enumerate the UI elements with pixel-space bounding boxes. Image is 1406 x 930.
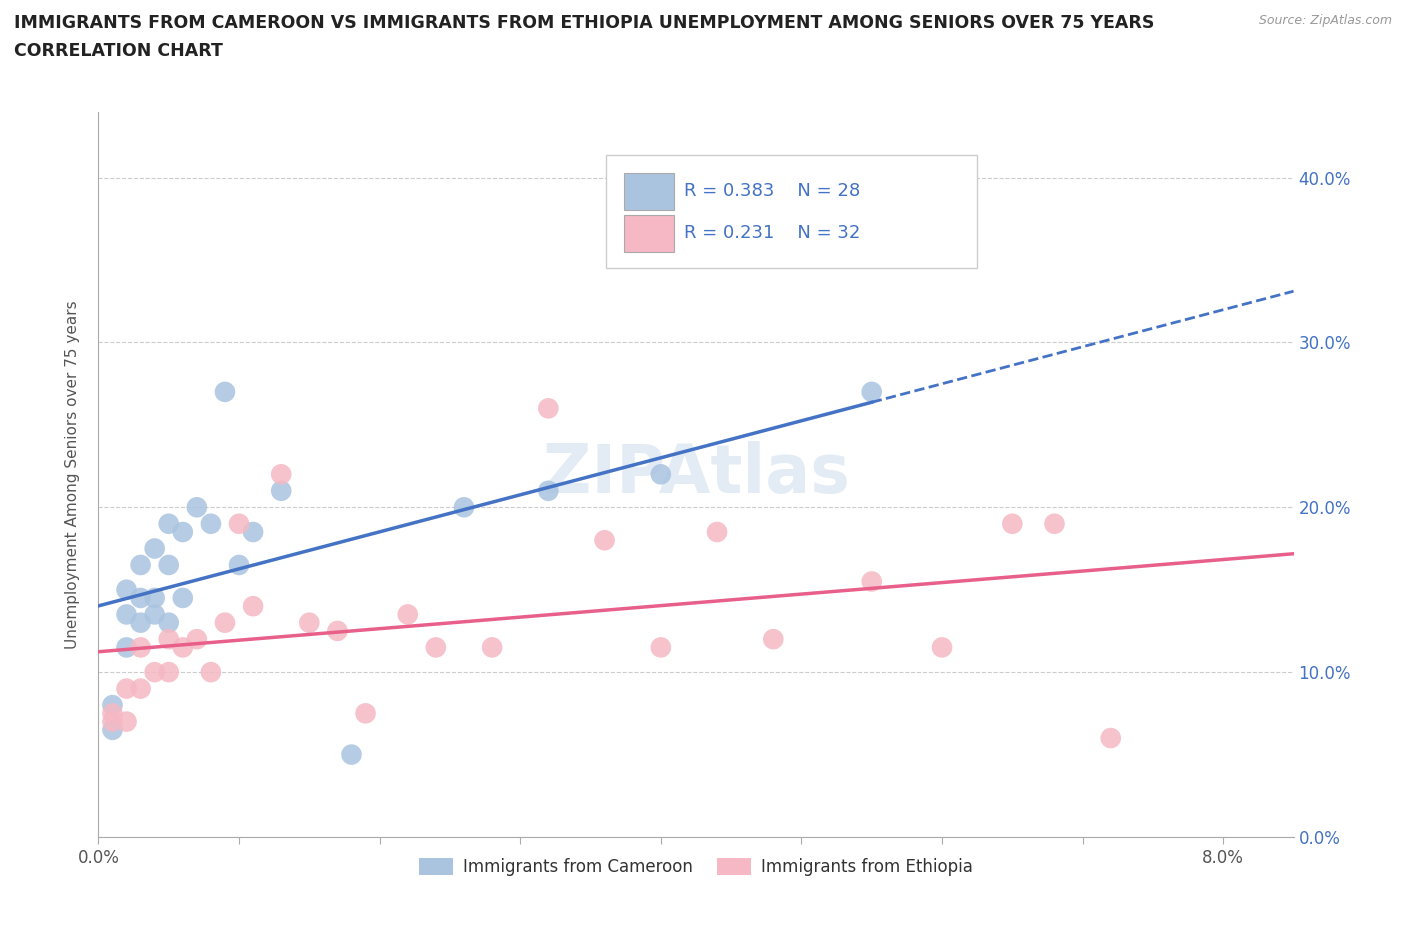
Point	[214, 384, 236, 399]
Point	[326, 623, 349, 638]
Point	[1001, 516, 1024, 531]
Legend: Immigrants from Cameroon, Immigrants from Ethiopia: Immigrants from Cameroon, Immigrants fro…	[412, 852, 980, 883]
Point	[481, 640, 503, 655]
Text: IMMIGRANTS FROM CAMEROON VS IMMIGRANTS FROM ETHIOPIA UNEMPLOYMENT AMONG SENIORS : IMMIGRANTS FROM CAMEROON VS IMMIGRANTS F…	[14, 14, 1154, 32]
Point	[186, 499, 208, 514]
Point	[157, 631, 180, 646]
Point	[706, 525, 728, 539]
Point	[143, 665, 166, 680]
Point	[172, 591, 194, 605]
Point	[172, 525, 194, 539]
Text: R = 0.383    N = 28: R = 0.383 N = 28	[685, 182, 860, 200]
Point	[129, 591, 152, 605]
Point	[143, 541, 166, 556]
Y-axis label: Unemployment Among Seniors over 75 years: Unemployment Among Seniors over 75 years	[65, 300, 80, 648]
Point	[453, 499, 475, 514]
Point	[340, 747, 363, 762]
Point	[157, 516, 180, 531]
Point	[270, 484, 292, 498]
Point	[143, 591, 166, 605]
Point	[228, 557, 250, 572]
Text: R = 0.231    N = 32: R = 0.231 N = 32	[685, 224, 860, 243]
Text: ZIPAtlas: ZIPAtlas	[543, 442, 849, 507]
Point	[650, 467, 672, 482]
Point	[650, 640, 672, 655]
Point	[1043, 516, 1066, 531]
FancyBboxPatch shape	[624, 215, 675, 252]
Point	[101, 714, 124, 729]
Point	[129, 640, 152, 655]
Point	[354, 706, 377, 721]
Point	[537, 401, 560, 416]
FancyBboxPatch shape	[606, 155, 977, 268]
Point	[115, 681, 138, 696]
Point	[298, 616, 321, 631]
Point	[593, 533, 616, 548]
Point	[101, 706, 124, 721]
Point	[931, 640, 953, 655]
Point	[860, 574, 883, 589]
Point	[115, 607, 138, 622]
Point	[172, 640, 194, 655]
Point	[214, 616, 236, 631]
Point	[157, 557, 180, 572]
Point	[1099, 731, 1122, 746]
Point	[200, 516, 222, 531]
Point	[115, 640, 138, 655]
Point	[537, 484, 560, 498]
Point	[101, 723, 124, 737]
Text: Source: ZipAtlas.com: Source: ZipAtlas.com	[1258, 14, 1392, 27]
Point	[270, 467, 292, 482]
Point	[129, 557, 152, 572]
Point	[242, 525, 264, 539]
Point	[186, 631, 208, 646]
FancyBboxPatch shape	[624, 173, 675, 210]
Point	[242, 599, 264, 614]
Point	[129, 616, 152, 631]
Point	[762, 631, 785, 646]
Point	[115, 714, 138, 729]
Point	[157, 616, 180, 631]
Point	[200, 665, 222, 680]
Point	[425, 640, 447, 655]
Point	[157, 665, 180, 680]
Point	[115, 582, 138, 597]
Point	[143, 607, 166, 622]
Point	[396, 607, 419, 622]
Point	[101, 698, 124, 712]
Point	[129, 681, 152, 696]
Point	[228, 516, 250, 531]
Text: CORRELATION CHART: CORRELATION CHART	[14, 42, 224, 60]
Point	[860, 384, 883, 399]
